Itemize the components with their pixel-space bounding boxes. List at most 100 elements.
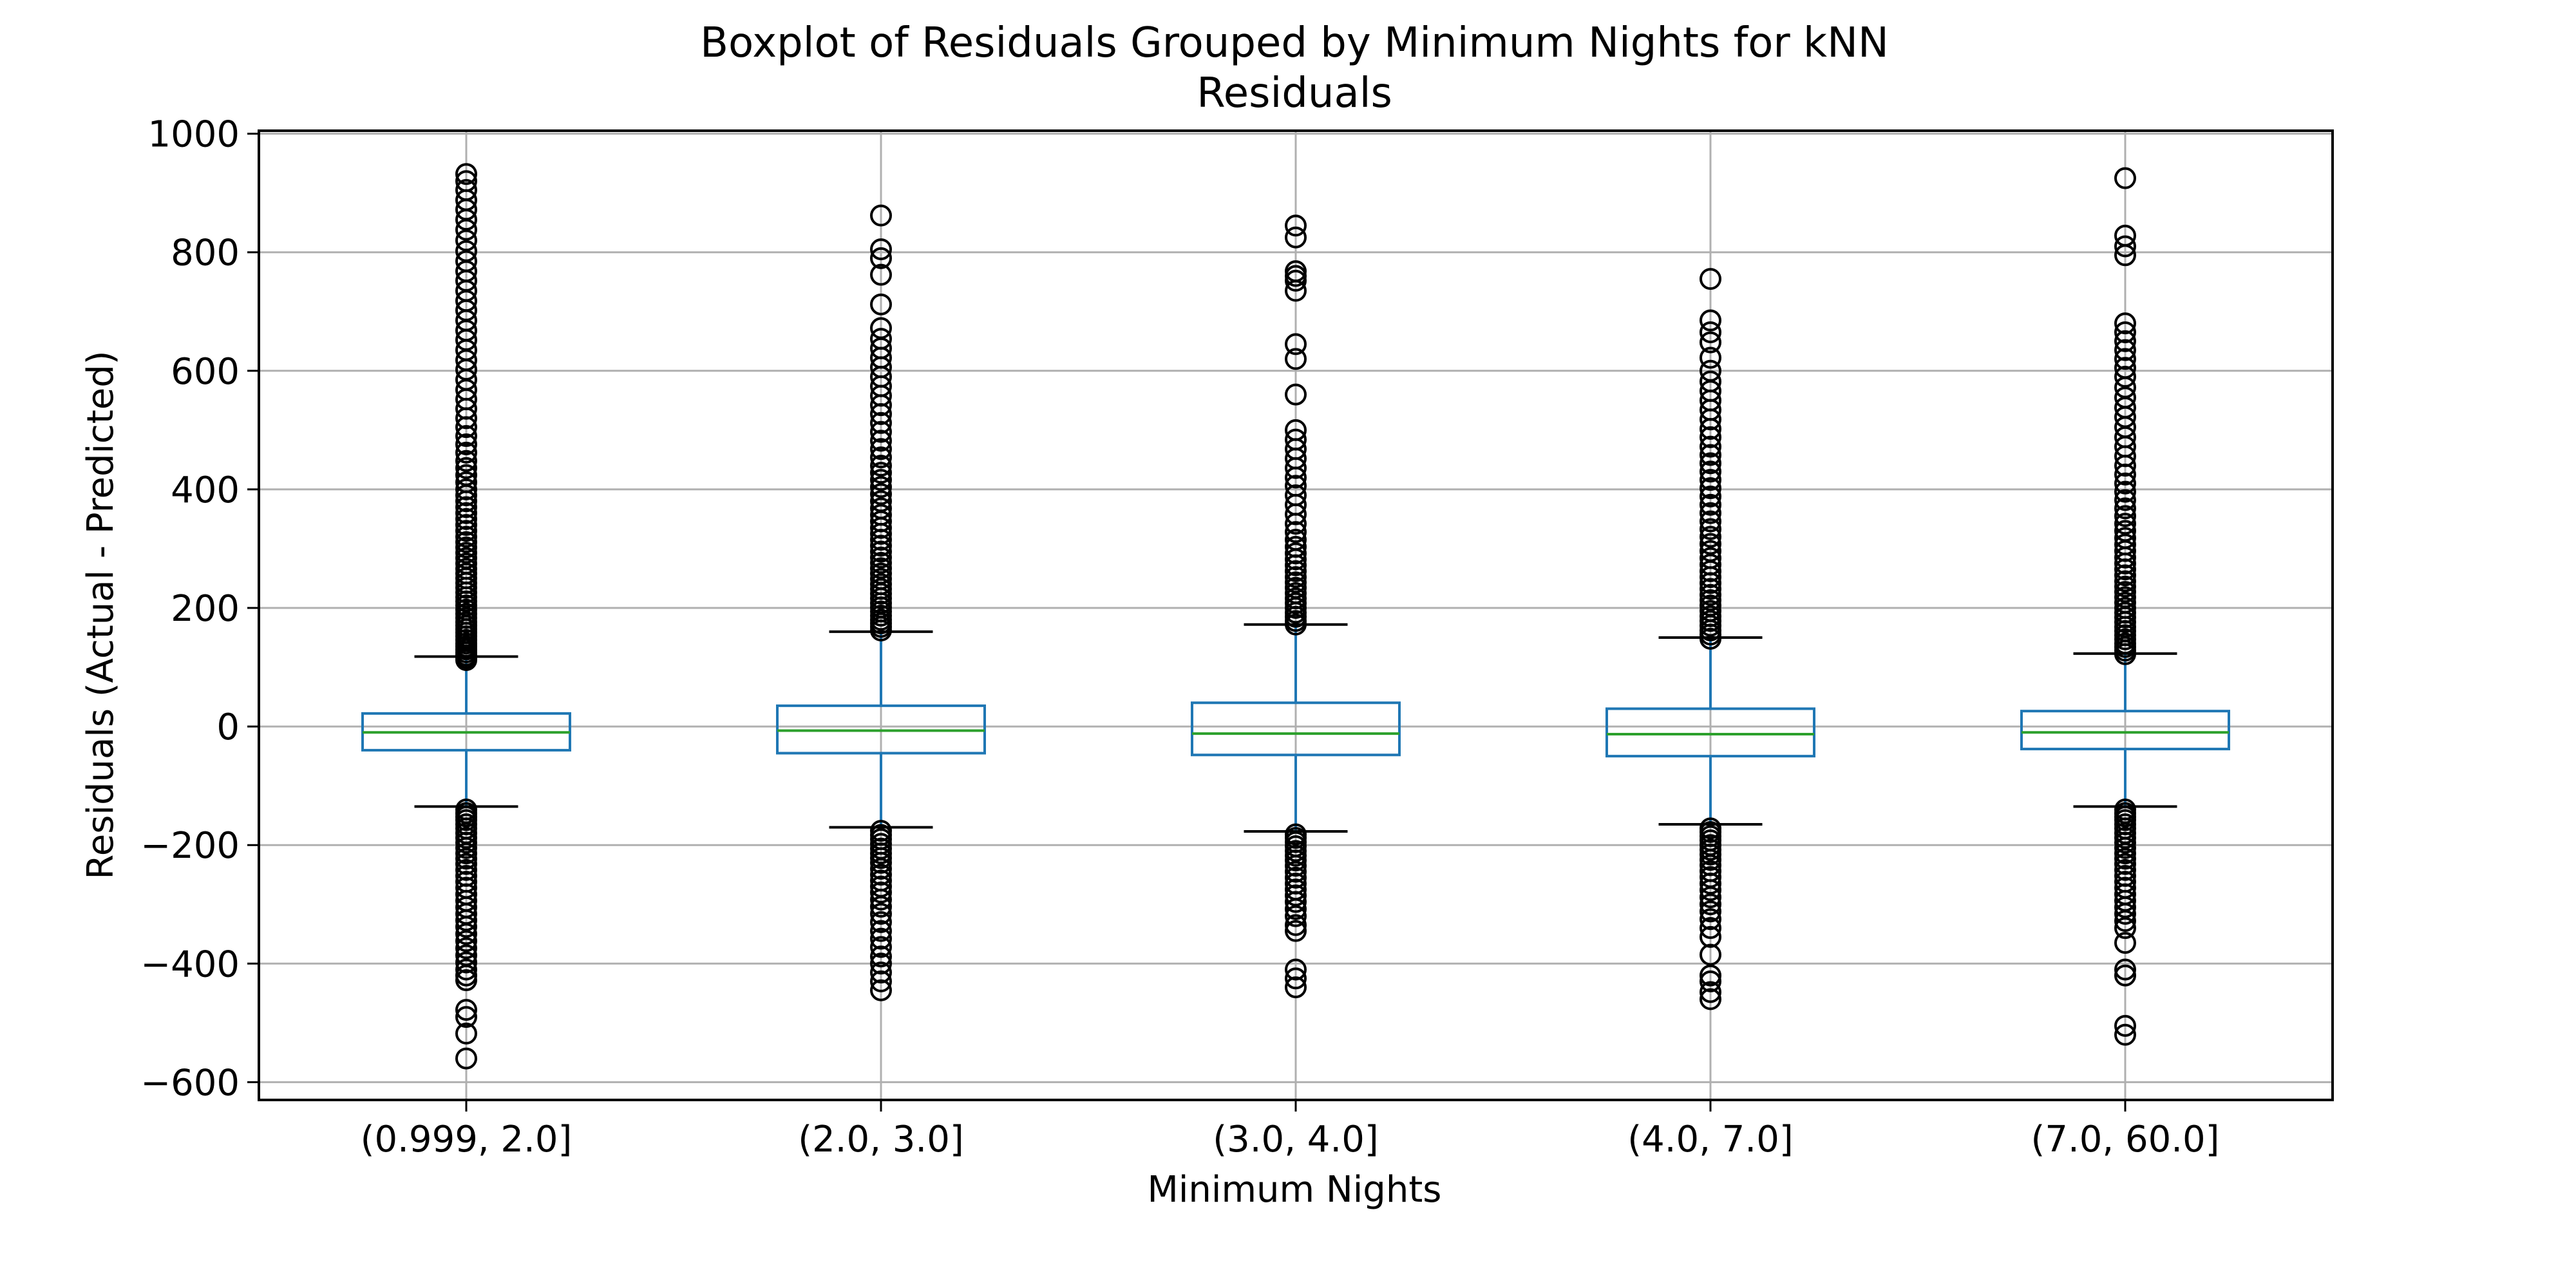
outlier-point xyxy=(1285,428,1307,451)
outlier-point xyxy=(455,441,477,464)
outlier-point xyxy=(1700,605,1721,627)
outlier-point xyxy=(455,547,477,569)
outlier-point xyxy=(2114,958,2136,981)
outlier-point xyxy=(455,250,477,272)
outlier-point xyxy=(455,1006,477,1028)
x-tick-label: (7.0, 60.0] xyxy=(2031,1119,2219,1160)
box xyxy=(1605,707,1815,758)
outlier-point xyxy=(870,888,892,911)
outlier-point xyxy=(1700,526,1721,548)
outlier-point xyxy=(1700,600,1721,622)
outlier-point xyxy=(455,179,477,202)
outlier-point xyxy=(1285,348,1307,370)
outlier-point xyxy=(1285,898,1307,920)
outlier-point xyxy=(870,851,892,874)
outlier-point xyxy=(2114,964,2136,987)
y-tick-label: 200 xyxy=(171,588,240,630)
outlier-point xyxy=(2114,564,2136,587)
outlier-point xyxy=(870,567,892,590)
y-tick-label: −600 xyxy=(140,1062,240,1104)
outlier-point xyxy=(1285,560,1307,582)
outlier-point xyxy=(455,526,477,548)
outlier-point xyxy=(2114,842,2136,865)
outlier-point xyxy=(870,552,892,574)
outlier-point xyxy=(455,425,477,448)
outlier-point xyxy=(1700,988,1721,1010)
outlier-point xyxy=(2114,581,2136,603)
outlier-point xyxy=(870,504,892,526)
outlier-point xyxy=(1700,502,1721,524)
outlier-point xyxy=(2114,596,2136,619)
box xyxy=(1191,701,1401,757)
y-tick-label: 600 xyxy=(171,351,240,393)
outlier-point xyxy=(1700,943,1721,966)
outlier-point xyxy=(2114,497,2136,520)
outlier-point xyxy=(2114,330,2136,352)
outlier-point xyxy=(1285,976,1307,999)
outlier-point xyxy=(1285,884,1307,907)
outlier-point xyxy=(870,540,892,563)
outlier-point xyxy=(2114,527,2136,549)
y-tick-label: 800 xyxy=(171,232,240,274)
outlier-point xyxy=(455,531,477,553)
outlier-point xyxy=(2114,1014,2136,1037)
outlier-point xyxy=(1285,860,1307,883)
outlier-point xyxy=(455,837,477,859)
outlier-point xyxy=(1700,578,1721,600)
outlier-point xyxy=(2114,321,2136,343)
outlier-point xyxy=(455,951,477,974)
outlier-point xyxy=(2114,837,2136,859)
outlier-point xyxy=(455,229,477,252)
outlier-point xyxy=(1700,485,1721,507)
outlier-point xyxy=(2114,386,2136,409)
outlier-point xyxy=(1700,553,1721,576)
x-tick-label: (2.0, 3.0] xyxy=(798,1119,963,1160)
outlier-point xyxy=(870,573,892,596)
outlier-point xyxy=(455,1022,477,1045)
outlier-point xyxy=(2114,910,2136,933)
outlier-point xyxy=(1285,484,1307,507)
chart-subtitle: Residuals xyxy=(1197,70,1392,117)
outlier-point xyxy=(2114,235,2136,258)
outlier-point xyxy=(455,858,477,881)
outlier-point xyxy=(870,476,892,498)
outlier-point xyxy=(870,557,892,580)
outlier-point xyxy=(1285,587,1307,610)
outlier-point xyxy=(2114,932,2136,954)
outlier-point xyxy=(870,902,892,925)
outlier-point xyxy=(1285,571,1307,594)
outlier-point xyxy=(2114,896,2136,918)
outlier-point xyxy=(1700,268,1721,290)
outlier-point xyxy=(1285,475,1307,497)
outlier-point xyxy=(1700,547,1721,569)
outlier-point xyxy=(455,170,477,193)
outlier-point xyxy=(2114,586,2136,609)
outlier-point xyxy=(1700,469,1721,491)
outlier-point xyxy=(1700,873,1721,895)
outlier-point xyxy=(1700,893,1721,916)
outlier-point xyxy=(870,911,892,933)
outlier-point xyxy=(455,831,477,854)
outlier-points xyxy=(455,163,2136,1070)
outlier-point xyxy=(1700,477,1721,500)
outlier-point xyxy=(1700,426,1721,448)
outlier-point xyxy=(1700,981,1721,1003)
outlier-point xyxy=(1285,521,1307,544)
outlier-point xyxy=(2114,312,2136,335)
outlier-point xyxy=(1700,493,1721,516)
outlier-point xyxy=(870,895,892,918)
outlier-point xyxy=(1700,533,1721,555)
outlier-point xyxy=(2114,357,2136,379)
outlier-point xyxy=(2114,366,2136,388)
outlier-point xyxy=(2114,167,2136,189)
outlier-point xyxy=(1700,510,1721,533)
outlier-point xyxy=(870,238,892,261)
outlier-point xyxy=(1700,444,1721,466)
outlier-point xyxy=(1285,333,1307,355)
outlier-point xyxy=(2114,348,2136,370)
outlier-point xyxy=(455,478,477,500)
outlier-point xyxy=(455,552,477,574)
outlier-point xyxy=(1285,226,1307,249)
